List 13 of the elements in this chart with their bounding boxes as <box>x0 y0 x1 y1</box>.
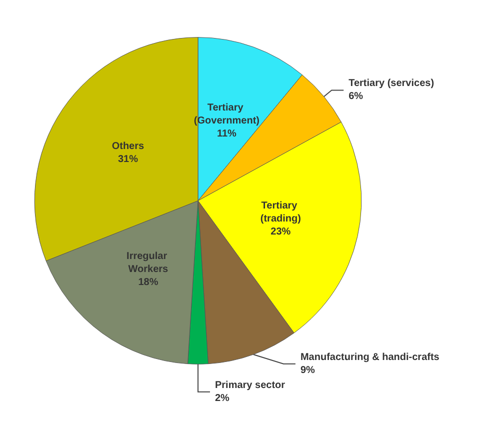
data-label: 9% <box>300 364 316 376</box>
slice-label: Irregular Workers <box>126 250 170 275</box>
data-label: 31% <box>118 154 138 166</box>
slice-label: Primary sector <box>215 380 286 391</box>
slice-label: Tertiary (trading) <box>260 200 301 225</box>
slice-label: Manufacturing & handi-crafts <box>300 352 440 363</box>
data-label: 11% <box>216 128 237 140</box>
slice-label: Tertiary (services) <box>348 78 434 90</box>
slice-label: Others <box>112 141 144 152</box>
data-label: 6% <box>348 91 364 102</box>
data-label: 18% <box>138 276 158 288</box>
data-label: 2% <box>215 392 230 404</box>
data-label: 23% <box>270 226 291 238</box>
